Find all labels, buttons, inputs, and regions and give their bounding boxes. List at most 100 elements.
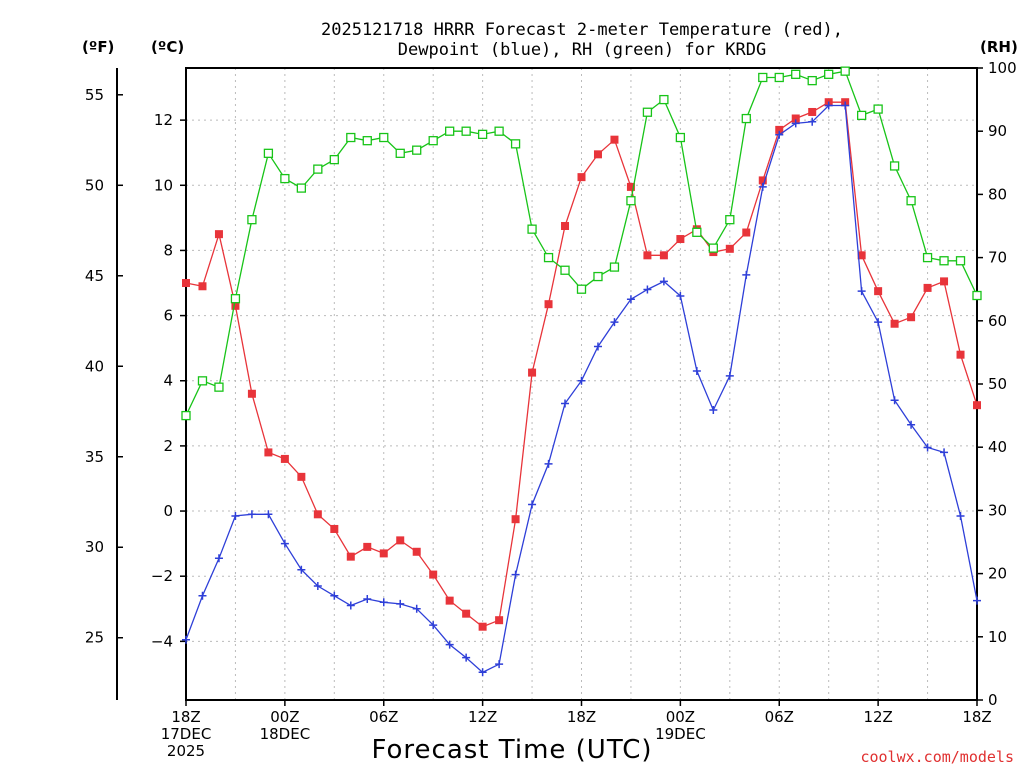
rh-point: [494, 126, 504, 136]
temperature-point: [313, 510, 322, 519]
celsius-tick-label: 12: [154, 111, 173, 129]
temperature-point: [610, 135, 619, 144]
temperature-point: [973, 401, 981, 410]
rh-tick-label: 100: [988, 59, 1017, 77]
celsius-tick-label: 2: [163, 437, 173, 455]
temperature-point: [857, 251, 866, 260]
temperature-point: [363, 542, 372, 551]
dewpoint-point: [412, 604, 421, 613]
rh-point: [543, 252, 554, 263]
temperature-point: [923, 283, 932, 292]
dewpoint-point: [692, 366, 701, 375]
temperature-point: [214, 230, 223, 239]
rh-point: [510, 139, 521, 149]
dewpoint-point: [659, 277, 668, 286]
temperature-point: [561, 222, 570, 230]
rh-point: [263, 148, 274, 158]
dewpoint-point: [247, 510, 256, 519]
rh-point: [791, 69, 801, 79]
dewpoint-point: [923, 443, 932, 452]
temperature-point: [676, 235, 685, 244]
x-tick-label: 18Z: [962, 708, 991, 726]
rh-point: [412, 145, 422, 155]
temperature-point: [429, 570, 438, 579]
rh-point: [280, 173, 290, 184]
rh-point: [346, 132, 356, 143]
rh-point: [197, 376, 208, 386]
dewpoint-point: [544, 459, 553, 468]
rh-point: [296, 183, 307, 193]
celsius-unit-label: (ºC): [151, 38, 184, 56]
dewpoint-point: [956, 511, 965, 520]
temperature-point: [182, 279, 190, 288]
fahrenheit-tick-label: 40: [85, 357, 104, 375]
temperature-point: [956, 350, 965, 359]
dewpoint-point: [940, 448, 949, 457]
temperature-point: [626, 182, 635, 191]
celsius-tick-label: 8: [163, 241, 173, 259]
rh-point: [906, 196, 916, 206]
dewpoint-point: [462, 653, 471, 662]
x-tick-label: 18DEC: [260, 725, 311, 743]
rh-point: [181, 410, 191, 421]
rh-point: [856, 110, 867, 121]
temperature-point: [198, 282, 207, 291]
dewpoint-point: [857, 287, 866, 296]
rh-point: [461, 126, 471, 136]
rh-point: [725, 215, 735, 225]
dewpoint-point: [725, 371, 734, 380]
dewpoint-point: [775, 130, 784, 139]
temperature-point: [280, 454, 289, 463]
dewpoint-point: [610, 318, 619, 327]
credit-text: coolwx.com/models: [860, 748, 1014, 766]
rh-point: [214, 382, 224, 392]
rh-point: [889, 161, 900, 171]
rh-point: [642, 107, 653, 117]
rh-tick-label: 60: [988, 312, 1007, 330]
dewpoint-point: [841, 101, 850, 110]
dewpoint-point: [973, 596, 981, 605]
dewpoint-point: [396, 599, 405, 608]
celsius-tick-label: 10: [154, 176, 173, 194]
axes: 25 30 35 40 45 50 55 −4 −2 0 2 4 6 8 10 12 0 10 20 30 40 50 60…: [85, 59, 1017, 760]
temperature-point: [495, 616, 504, 625]
temperature-point: [659, 251, 668, 260]
x-tick-label: 06Z: [369, 708, 398, 726]
rh-point: [576, 284, 587, 294]
temperature-point: [330, 524, 339, 533]
dewpoint-point: [709, 406, 718, 415]
dewpoint-point: [808, 117, 817, 126]
fahrenheit-tick-label: 45: [85, 267, 104, 285]
dewpoint-point: [890, 396, 899, 405]
rh-point: [955, 256, 966, 266]
x-tick-label: 18Z: [567, 708, 596, 726]
temperature-point: [396, 536, 405, 545]
series-temperature: [182, 98, 981, 631]
temperature-point: [725, 244, 734, 253]
dewpoint-point: [626, 295, 635, 304]
rh-point: [560, 265, 570, 275]
dewpoint-point: [363, 595, 372, 604]
temperature-point: [791, 114, 800, 123]
fahrenheit-tick-label: 25: [85, 629, 104, 647]
rh-tick-label: 40: [988, 438, 1007, 456]
x-tick-label: 17DEC: [161, 725, 212, 743]
temperature-point: [742, 228, 751, 237]
dewpoint-point: [593, 342, 602, 351]
temperature-point: [478, 622, 487, 631]
celsius-tick-label: 4: [163, 372, 173, 390]
rh-tick-label: 90: [988, 122, 1007, 140]
dewpoint-point: [907, 420, 916, 429]
rh-point: [807, 75, 817, 86]
dewpoint-point: [429, 621, 438, 630]
series-dewpoint: [182, 101, 981, 677]
temperature-point: [346, 552, 355, 561]
chart-title-line1: 2025121718 HRRR Forecast 2-meter Tempera…: [321, 20, 843, 40]
fahrenheit-tick-label: 35: [85, 448, 104, 466]
temperature-point: [264, 448, 273, 457]
rh-point: [824, 69, 834, 79]
temperature-point: [643, 251, 652, 260]
rh-tick-label: 80: [988, 185, 1007, 203]
celsius-tick-label: 6: [163, 307, 173, 325]
rh-point: [428, 136, 438, 146]
